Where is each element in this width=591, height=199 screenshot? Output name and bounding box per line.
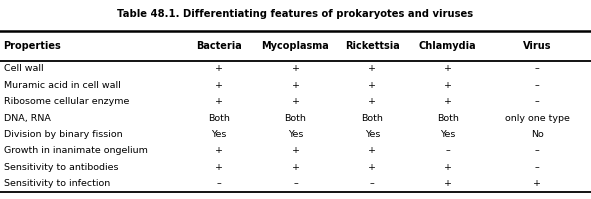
Text: –: – — [293, 179, 298, 188]
Text: +: + — [444, 179, 452, 188]
Text: +: + — [291, 146, 300, 155]
Text: +: + — [368, 81, 376, 90]
Text: +: + — [368, 163, 376, 172]
Text: Growth in inanimate ongelium: Growth in inanimate ongelium — [4, 146, 147, 155]
Text: Both: Both — [437, 114, 459, 123]
Text: –: – — [216, 179, 221, 188]
Text: +: + — [444, 97, 452, 106]
Text: +: + — [291, 81, 300, 90]
Text: –: – — [445, 146, 450, 155]
Text: –: – — [535, 81, 540, 90]
Text: Both: Both — [284, 114, 307, 123]
Text: No: No — [531, 130, 544, 139]
Text: –: – — [535, 163, 540, 172]
Text: +: + — [368, 64, 376, 73]
Text: –: – — [535, 64, 540, 73]
Text: +: + — [444, 64, 452, 73]
Text: +: + — [215, 163, 223, 172]
Text: Cell wall: Cell wall — [4, 64, 43, 73]
Text: Division by binary fission: Division by binary fission — [4, 130, 122, 139]
Text: DNA, RNA: DNA, RNA — [4, 114, 50, 123]
Text: Virus: Virus — [523, 41, 551, 51]
Text: +: + — [291, 97, 300, 106]
Text: Ribosome cellular enzyme: Ribosome cellular enzyme — [4, 97, 129, 106]
Text: +: + — [533, 179, 541, 188]
Text: Yes: Yes — [211, 130, 226, 139]
Text: +: + — [368, 146, 376, 155]
Text: Yes: Yes — [365, 130, 380, 139]
Text: +: + — [444, 81, 452, 90]
Text: Table 48.1. Differentiating features of prokaryotes and viruses: Table 48.1. Differentiating features of … — [118, 9, 473, 19]
Text: Mycoplasma: Mycoplasma — [262, 41, 329, 51]
Text: –: – — [370, 179, 375, 188]
Text: Muramic acid in cell wall: Muramic acid in cell wall — [4, 81, 121, 90]
Text: –: – — [535, 97, 540, 106]
Text: –: – — [535, 146, 540, 155]
Text: Sensitivity to infection: Sensitivity to infection — [4, 179, 110, 188]
Text: +: + — [291, 163, 300, 172]
Text: Both: Both — [207, 114, 230, 123]
Text: +: + — [291, 64, 300, 73]
Text: Properties: Properties — [4, 41, 61, 51]
Text: Both: Both — [361, 114, 384, 123]
Text: Rickettsia: Rickettsia — [345, 41, 400, 51]
Text: +: + — [215, 81, 223, 90]
Text: Bacteria: Bacteria — [196, 41, 242, 51]
Text: Sensitivity to antibodies: Sensitivity to antibodies — [4, 163, 118, 172]
Text: +: + — [215, 97, 223, 106]
Text: Chlamydia: Chlamydia — [419, 41, 476, 51]
Text: Yes: Yes — [440, 130, 456, 139]
Text: +: + — [215, 146, 223, 155]
Text: only one type: only one type — [505, 114, 570, 123]
Text: Yes: Yes — [288, 130, 303, 139]
Text: +: + — [444, 163, 452, 172]
Text: +: + — [215, 64, 223, 73]
Text: +: + — [368, 97, 376, 106]
